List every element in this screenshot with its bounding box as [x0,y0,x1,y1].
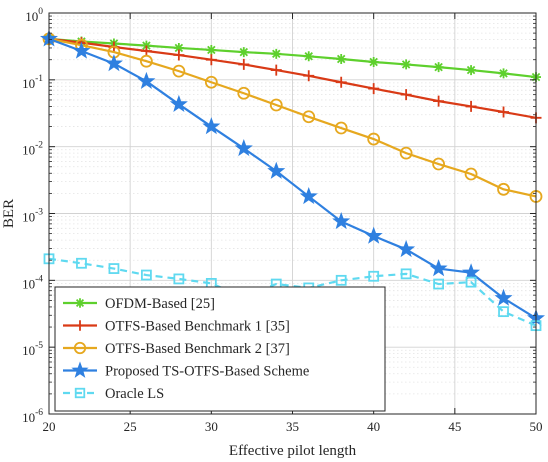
data-point [137,71,156,89]
x-tick-label: 45 [448,419,461,434]
data-point [73,341,87,355]
y-tick-label: 10-3 [22,208,43,225]
data-point [368,83,380,95]
data-point [71,361,89,378]
data-point [432,157,446,171]
y-tick-label: 10-5 [22,341,43,358]
data-point [494,288,513,306]
legend-label: OFDM-Based [25] [105,296,215,312]
data-point [302,110,316,124]
data-point [299,186,318,205]
data-point [205,54,217,66]
data-point [400,89,412,101]
series-line [48,37,537,320]
data-point [429,259,448,277]
data-point [498,106,510,118]
data-point [368,270,380,282]
data-point [270,64,282,76]
series-line [48,37,537,79]
legend-box [54,286,386,412]
legend-label: Oracle LS [105,386,164,402]
data-point [466,65,477,76]
data-point [303,70,315,82]
legend-entry: OTFS-Based Benchmark 2 [37] [63,341,290,357]
data-point [76,257,87,269]
legend-label: OTFS-Based Benchmark 2 [37] [105,341,290,357]
data-point [140,45,152,57]
data-point [364,226,383,244]
y-tick-label: 10-6 [22,408,43,425]
data-point [140,269,152,281]
data-point [498,68,509,79]
data-point [72,41,91,59]
y-tick-label: 100 [25,7,43,24]
legend-label: Proposed TS-OTFS-Based Scheme [105,364,309,380]
series-layer [39,29,546,332]
data-point [74,320,86,331]
data-point [400,268,412,280]
data-point [271,48,282,59]
data-point [334,121,348,135]
data-point [462,263,481,281]
data-point [497,182,510,196]
x-tick-label: 30 [205,419,218,434]
data-point [465,100,477,112]
data-point [172,64,186,78]
x-axis-label: Effective pilot length [229,443,357,459]
data-point [238,58,250,70]
data-point [269,98,283,112]
data-point [173,273,185,285]
data-point [234,138,253,157]
y-tick-label: 10-2 [22,141,43,158]
legend-entry: Oracle LS [63,386,164,402]
x-tick-label: 25 [124,419,137,434]
data-point [75,298,85,308]
data-point [465,276,477,288]
data-point [238,47,249,58]
data-point [267,161,286,179]
data-point [204,75,218,89]
data-point [108,263,120,274]
x-tick-label: 20 [43,419,56,434]
data-point [303,51,314,62]
data-point [169,94,188,112]
y-tick-label: 10-4 [22,274,43,291]
data-point [433,95,445,107]
y-axis-label: BER [1,199,17,228]
x-tick-label: 50 [530,419,543,434]
data-point [104,54,123,72]
data-point [332,212,351,230]
data-point [74,387,86,399]
data-point [206,44,217,55]
data-point [401,59,412,70]
data-point [139,54,153,68]
legend-label: OTFS-Based Benchmark 1 [35] [105,319,290,335]
data-point [335,76,347,88]
data-point [237,86,251,100]
data-point [464,167,478,181]
series-line [48,37,537,119]
data-point [202,117,221,135]
data-point [336,53,347,64]
data-point [367,132,381,146]
data-point [397,239,416,258]
legend-entry: OFDM-Based [25] [63,296,215,312]
x-tick-label: 40 [367,419,380,434]
data-point [335,274,347,286]
data-point [498,306,509,318]
data-point [173,42,184,53]
legend-entry: OTFS-Based Benchmark 1 [35] [63,319,290,335]
data-point [399,146,413,160]
data-point [173,49,185,61]
data-point [433,278,445,290]
data-point [368,56,379,67]
y-tick-label: 10-1 [22,74,43,91]
legend: OFDM-Based [25] OTFS-Based Benchmark 1 [3… [54,286,386,412]
series-line [48,37,537,198]
data-point [433,62,444,73]
axis-ticks: 100 10-1 10-2 10-3 10-4 10-5 10-620 25 30 35 40 45 5… [22,7,542,434]
x-tick-label: 35 [286,419,299,434]
legend-entry: Proposed TS-OTFS-Based Scheme [63,361,309,380]
